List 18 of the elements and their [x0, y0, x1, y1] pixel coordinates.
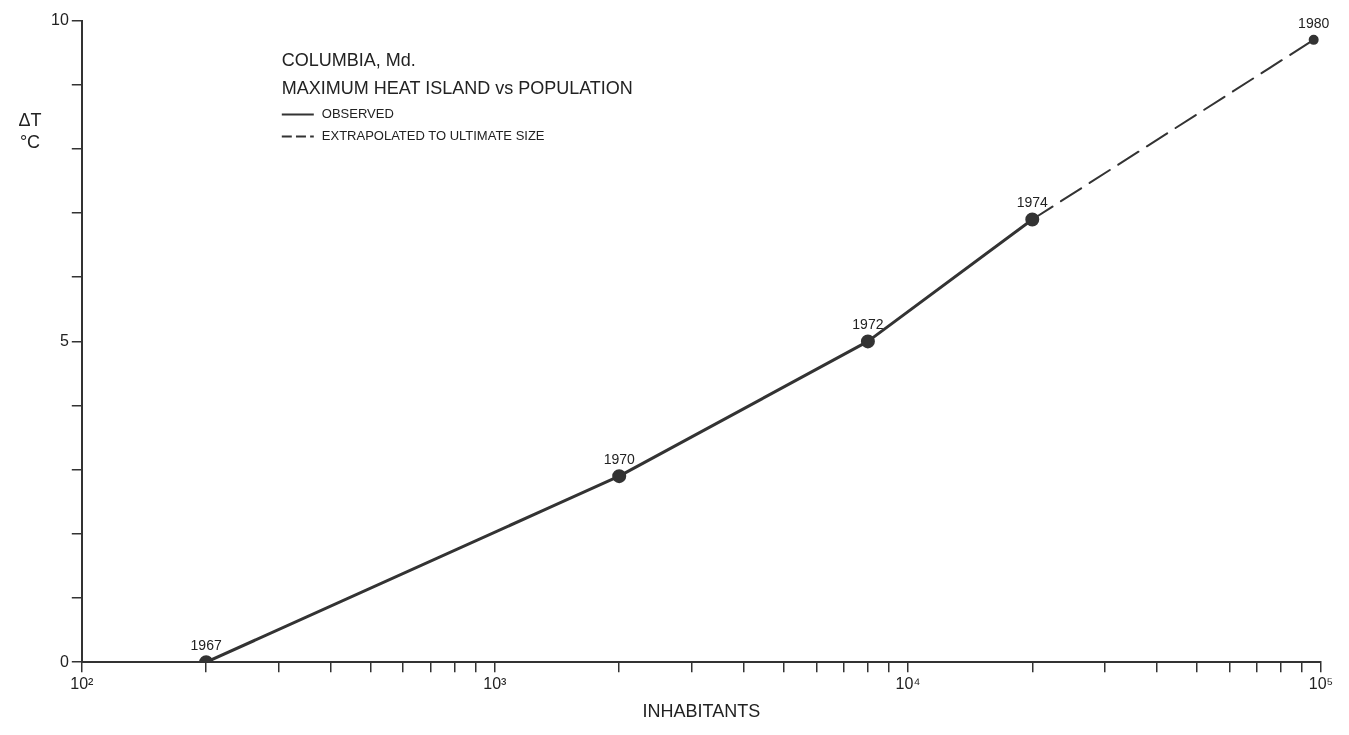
- legend-label: OBSERVED: [321, 106, 394, 122]
- x-tick-label: 10³: [483, 675, 508, 693]
- x-tick-label: 10⁵: [1308, 675, 1334, 693]
- text: COLUMBIA, Md.: [281, 49, 416, 70]
- annotation: 1972: [852, 316, 884, 333]
- legend-label: EXTRAPOLATED TO ULTIMATE SIZE: [321, 128, 545, 144]
- y-tick-label: 10: [51, 11, 69, 29]
- x-tick-label: 10⁴: [895, 675, 921, 693]
- annotation: 1970: [603, 451, 635, 467]
- annotation: 1980: [1298, 14, 1330, 31]
- y-axis-title: ΔT °C: [18, 109, 42, 152]
- annotation: 1967: [190, 637, 222, 654]
- x-tick-label: 10²: [70, 675, 95, 693]
- text: MAXIMUM HEAT ISLAND vs POPULATION: [281, 77, 633, 98]
- x-axis-title: INHABITANTS: [642, 701, 761, 722]
- y-tick-label: 5: [59, 331, 69, 349]
- annotation: 1974: [1016, 194, 1049, 211]
- y-tick-label: 0: [59, 652, 69, 670]
